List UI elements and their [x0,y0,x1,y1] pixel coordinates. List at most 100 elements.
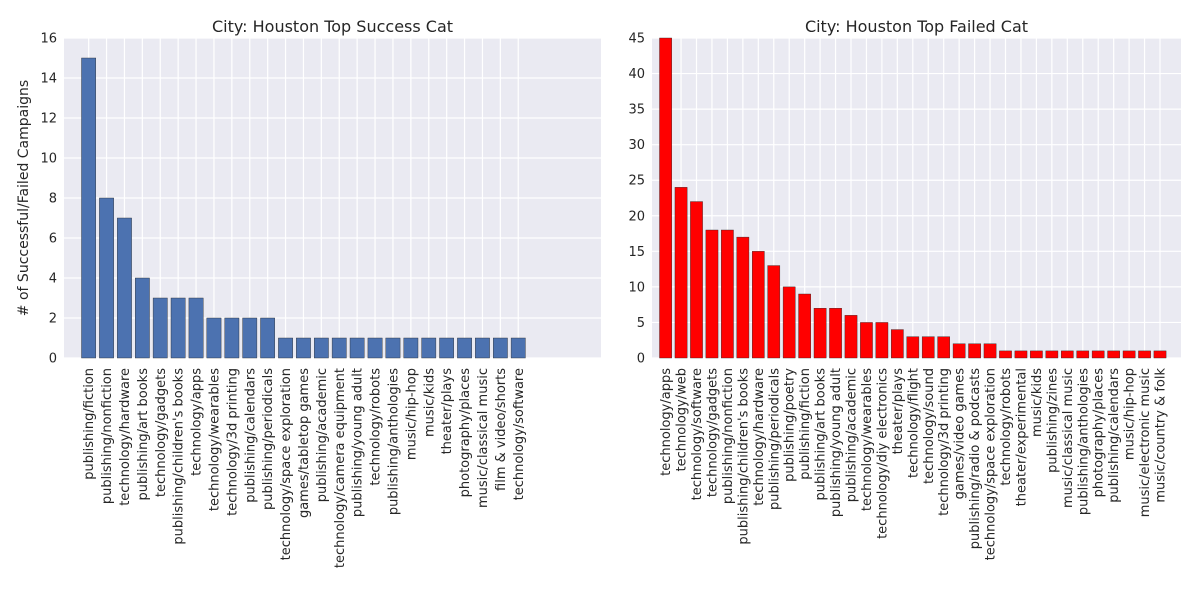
x-tick-label: theater/experimental [1014,368,1029,506]
y-tick-label: 4 [49,272,57,287]
bar [475,337,490,359]
x-tick-label: technology/wearables [860,368,875,511]
x-tick-label: music/classical music [1061,368,1076,508]
bar [493,337,508,359]
bar [721,229,734,359]
bar [829,308,842,359]
bar [224,317,240,359]
x-tick-label: publishing/nonfiction [721,368,736,504]
x-tick-label: technology/space exploration [984,368,999,560]
bar [782,286,796,359]
x-tick-label: technology/space exploration [279,368,294,560]
bar [1138,350,1151,359]
bar [1153,350,1167,359]
x-tick-label: publishing/art books [814,368,829,501]
bar [331,337,347,359]
bar [813,308,827,359]
x-tick-label: publishing/art books [136,368,151,501]
bar [206,317,222,359]
bar [1045,350,1059,359]
chart-title: City: Houston Top Success Cat [212,17,453,36]
y-tick-label: 5 [637,316,645,331]
x-tick-label: technology/3d printing [225,368,240,516]
x-tick-label: publishing/anthologies [1076,368,1091,515]
x-tick-label: games/tabletop games [297,368,312,518]
y-axis-label: # of Successful/Failed Campaigns [16,80,32,316]
bar [439,337,455,359]
bar [1014,350,1028,359]
bar [1030,350,1043,359]
bar [1107,350,1120,359]
x-tick-label: technology/hardware [752,368,767,506]
y-tick-label: 15 [628,245,645,260]
x-tick-label: photography/places [1092,368,1107,498]
bar [659,37,672,359]
bar [367,337,383,359]
bar [690,201,703,359]
bar [1060,350,1074,359]
bar [860,322,873,359]
x-tick-label: music/kids [1030,368,1045,437]
bar [875,322,889,359]
x-tick-label: technology/apps [190,368,205,476]
y-tick-label: 10 [40,152,57,167]
x-tick-label: publishing/periodicals [261,368,276,510]
bar [1122,350,1136,359]
bar [1091,350,1105,359]
x-tick-label: theater/plays [440,368,455,455]
bar [81,57,97,359]
x-tick-label: publishing/academic [845,368,860,502]
bar [736,236,750,359]
y-tick-label: 16 [40,32,57,47]
x-tick-label: technology/gadgets [154,368,169,497]
bar [921,336,935,359]
bar [674,187,688,359]
y-tick-label: 2 [49,312,57,327]
bar [798,293,811,359]
x-tick-label: technology/apps [659,368,674,476]
x-tick-label: technology/gadgets [705,368,720,497]
x-tick-label: technology/software [512,368,527,500]
bar [385,337,401,359]
y-tick-label: 0 [637,352,645,367]
x-tick-label: photography/places [458,368,473,498]
x-tick-label: publishing/young adult [351,368,366,517]
bar [999,350,1012,359]
chart-title: City: Houston Top Failed Cat [805,17,1028,36]
x-tick-label: music/country & folk [1154,368,1169,503]
bar [260,317,276,359]
bar [1076,350,1090,359]
bar [937,336,950,359]
x-tick-label: music/hip-hop [404,368,419,460]
bar [188,297,204,359]
y-tick-label: 12 [40,112,57,127]
y-tick-label: 8 [49,192,57,207]
bar [705,229,719,359]
bar [296,337,311,359]
bar [134,277,150,359]
bar [421,337,437,359]
y-tick-label: 35 [628,103,645,118]
x-tick-label: music/classical music [476,368,491,508]
x-tick-label: publishing/young adult [829,368,844,517]
x-tick-label: technology/robots [369,368,384,486]
y-tick-label: 30 [628,138,645,153]
x-tick-label: publishing/anthologies [386,368,401,515]
bar [752,251,765,359]
bar [844,315,858,359]
x-tick-label: theater/plays [891,368,906,455]
x-tick-label: technology/camera equipment [333,368,348,568]
x-tick-label: technology/wearables [207,368,222,511]
bar [510,337,526,359]
x-tick-label: technology/software [690,368,705,500]
x-tick-label: publishing/academic [315,368,330,502]
y-tick-label: 20 [628,209,645,224]
bar [891,329,904,359]
bar [457,337,472,359]
x-tick-label: technology/sound [922,368,937,484]
bar [767,265,781,359]
x-tick-label: music/electronic music [1138,368,1153,517]
